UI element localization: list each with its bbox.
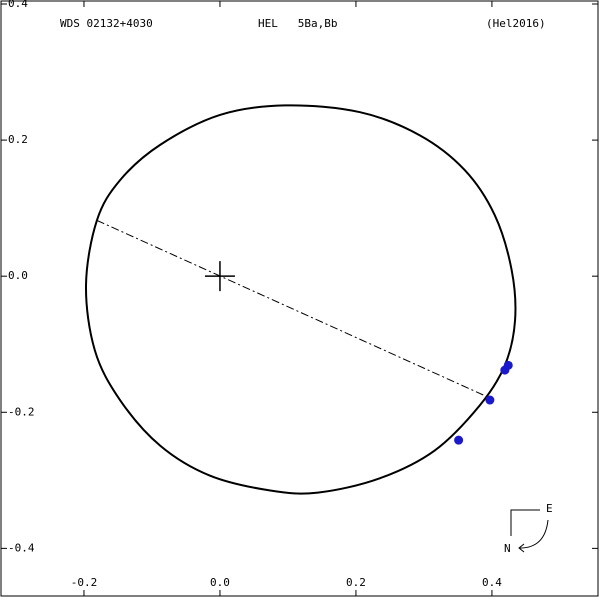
- orbit: [85, 104, 517, 495]
- x-tick-label: -0.2: [71, 576, 98, 589]
- y-tick-label: 0.2: [8, 133, 28, 146]
- compass-axes: [510, 509, 540, 536]
- header-system: HEL 5Ba,Bb: [258, 17, 337, 30]
- x-tick-label: 0.0: [210, 576, 230, 589]
- observation: [485, 395, 495, 405]
- x-tick-label: 0.2: [346, 576, 366, 589]
- observation: [454, 435, 464, 445]
- header-id: WDS 02132+4030: [60, 17, 153, 30]
- observation: [503, 360, 513, 370]
- compass-arrowhead: [518, 543, 525, 553]
- y-tick-label: -0.4: [8, 541, 35, 554]
- y-tick-label: -0.2: [8, 405, 35, 418]
- compass-arrow: [519, 519, 549, 549]
- compass-north: N: [504, 542, 511, 555]
- y-tick-label: 0.4: [8, 0, 28, 10]
- y-tick-label: 0.0: [8, 269, 28, 282]
- primary-star: [204, 261, 235, 292]
- x-tick-label: 0.4: [482, 576, 502, 589]
- line-of-nodes: [96, 219, 491, 399]
- compass-east: E: [546, 502, 553, 515]
- header-reference: (Hel2016): [486, 17, 546, 30]
